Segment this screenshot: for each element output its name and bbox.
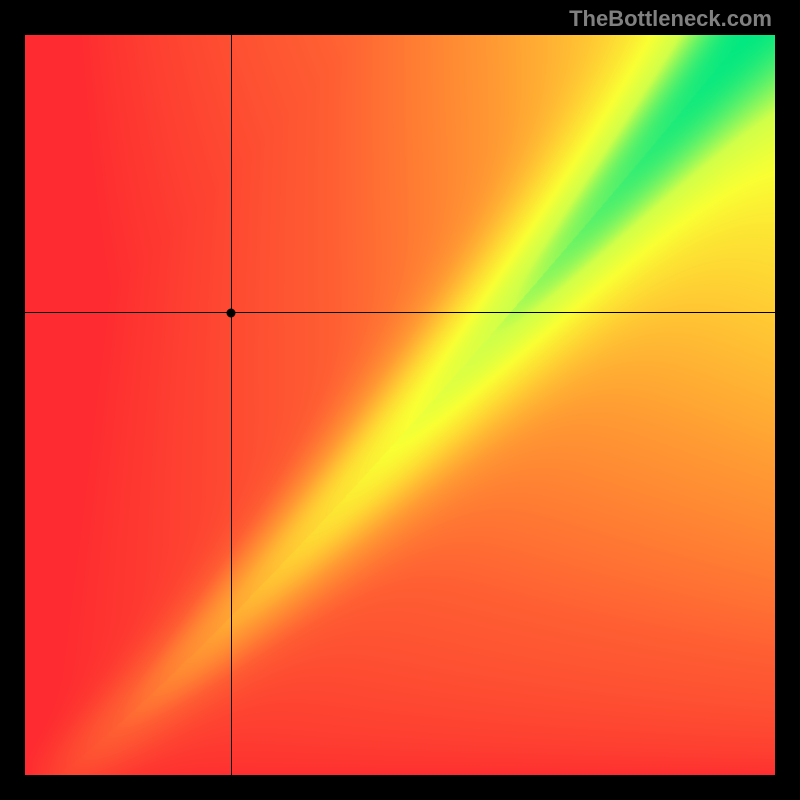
crosshair-horizontal-line <box>25 312 775 313</box>
bottleneck-heatmap <box>25 35 775 775</box>
crosshair-marker-point <box>227 308 236 317</box>
crosshair-vertical-line <box>231 35 232 775</box>
watermark-text: TheBottleneck.com <box>569 6 772 32</box>
